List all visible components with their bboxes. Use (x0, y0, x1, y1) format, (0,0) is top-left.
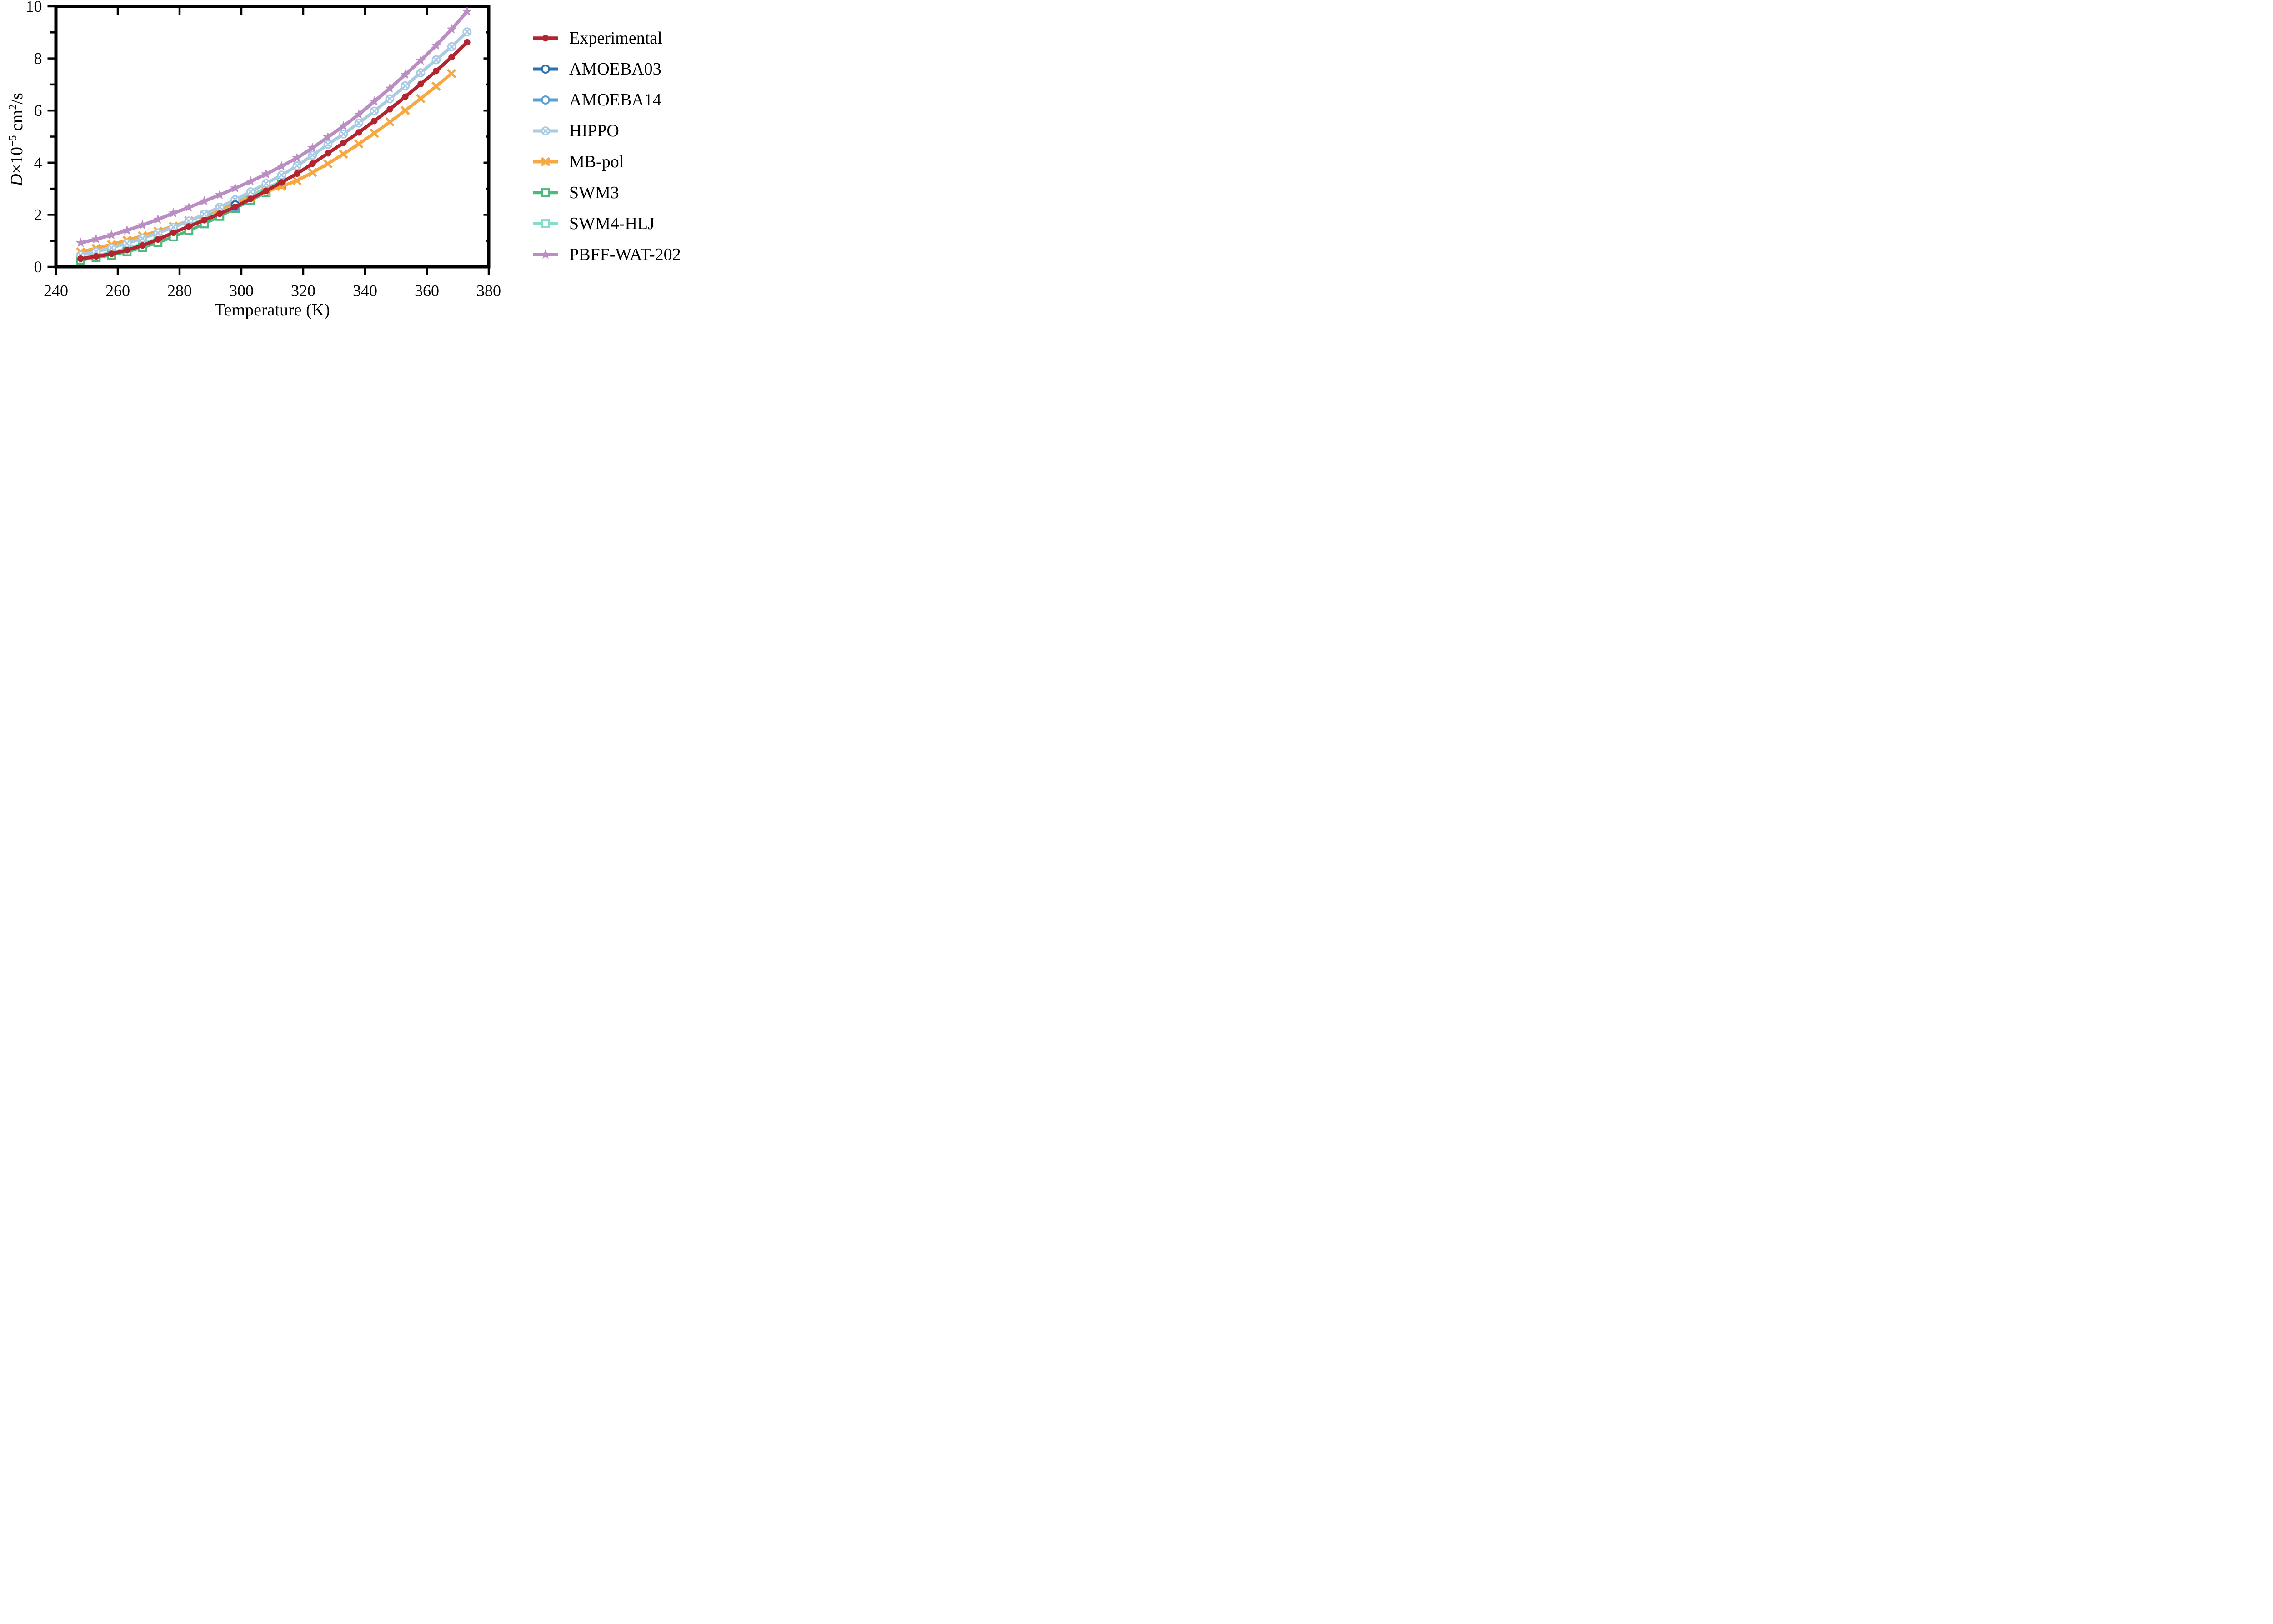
amoeba03-line-marker-icon (533, 65, 558, 74)
legend-item-mb-pol: MB-pol (533, 152, 681, 171)
legend-label-experimental: Experimental (569, 29, 662, 48)
svg-text:6: 6 (34, 101, 42, 120)
y-axis-title-symbol: D (7, 174, 26, 186)
y-axis-title-exponent: −5 (7, 135, 19, 147)
swm4-hlj-line-marker-icon (533, 219, 558, 228)
y-axis-title-unit: cm (7, 110, 26, 135)
svg-text:4: 4 (34, 154, 42, 172)
legend: Experimental AMOEBA03 AMOEBA14 HIPPO MB-… (533, 30, 681, 278)
svg-text:260: 260 (105, 282, 130, 300)
series-Experimental (77, 39, 471, 262)
legend-item-hippo: HIPPO (533, 121, 681, 140)
y-axis-title-per: /s (7, 93, 26, 105)
mb-pol-line-marker-icon (533, 157, 558, 167)
legend-item-swm4-hlj: SWM4-HLJ (533, 214, 681, 233)
legend-label-mb-pol: MB-pol (569, 152, 624, 171)
y-axis-title: D×10−5 cm2/s (7, 49, 28, 230)
legend-item-amoeba14: AMOEBA14 (533, 90, 681, 110)
svg-text:340: 340 (353, 282, 377, 300)
y-axis-title-unit-exponent: 2 (7, 104, 19, 110)
svg-text:2: 2 (34, 205, 42, 224)
svg-text:280: 280 (167, 282, 192, 300)
hippo-line-marker-icon (533, 126, 558, 135)
swm3-line-marker-icon (533, 188, 558, 197)
figure: 240 260 280 300 320 340 360 380 0 2 4 6 8 10 D×10−5 c… (0, 0, 681, 325)
svg-text:8: 8 (34, 50, 42, 68)
series-HIPPO (76, 27, 472, 260)
svg-text:240: 240 (44, 282, 68, 300)
experimental-line-marker-icon (533, 35, 558, 42)
y-axis-title-mult: ×10 (7, 146, 26, 174)
amoeba14-line-marker-icon (533, 95, 558, 105)
legend-item-experimental: Experimental (533, 29, 681, 48)
legend-item-swm3: SWM3 (533, 183, 681, 202)
svg-text:300: 300 (229, 282, 254, 300)
legend-label-hippo: HIPPO (569, 121, 619, 140)
series-PBFF-WAT-2025 (75, 6, 472, 247)
svg-text:320: 320 (291, 282, 315, 300)
pbff-wat-2025-line-marker-icon (533, 249, 558, 259)
svg-text:10: 10 (26, 0, 42, 15)
legend-label-amoeba03: AMOEBA03 (569, 60, 661, 79)
svg-text:380: 380 (476, 282, 501, 300)
legend-label-amoeba14: AMOEBA14 (569, 90, 661, 110)
legend-label-swm3: SWM3 (569, 183, 619, 202)
legend-label-swm4-hlj: SWM4-HLJ (569, 214, 655, 233)
legend-item-amoeba03: AMOEBA03 (533, 60, 681, 79)
svg-text:360: 360 (415, 282, 439, 300)
legend-item-pbff-wat-2025: PBFF-WAT-2025 (533, 245, 681, 264)
legend-label-pbff-wat-2025: PBFF-WAT-2025 (569, 245, 681, 264)
diffusion-chart: 240 260 280 300 320 340 360 380 0 2 4 6 8 10 (26, 0, 501, 300)
svg-text:0: 0 (34, 258, 42, 276)
x-axis-title: Temperature (K) (215, 300, 330, 320)
